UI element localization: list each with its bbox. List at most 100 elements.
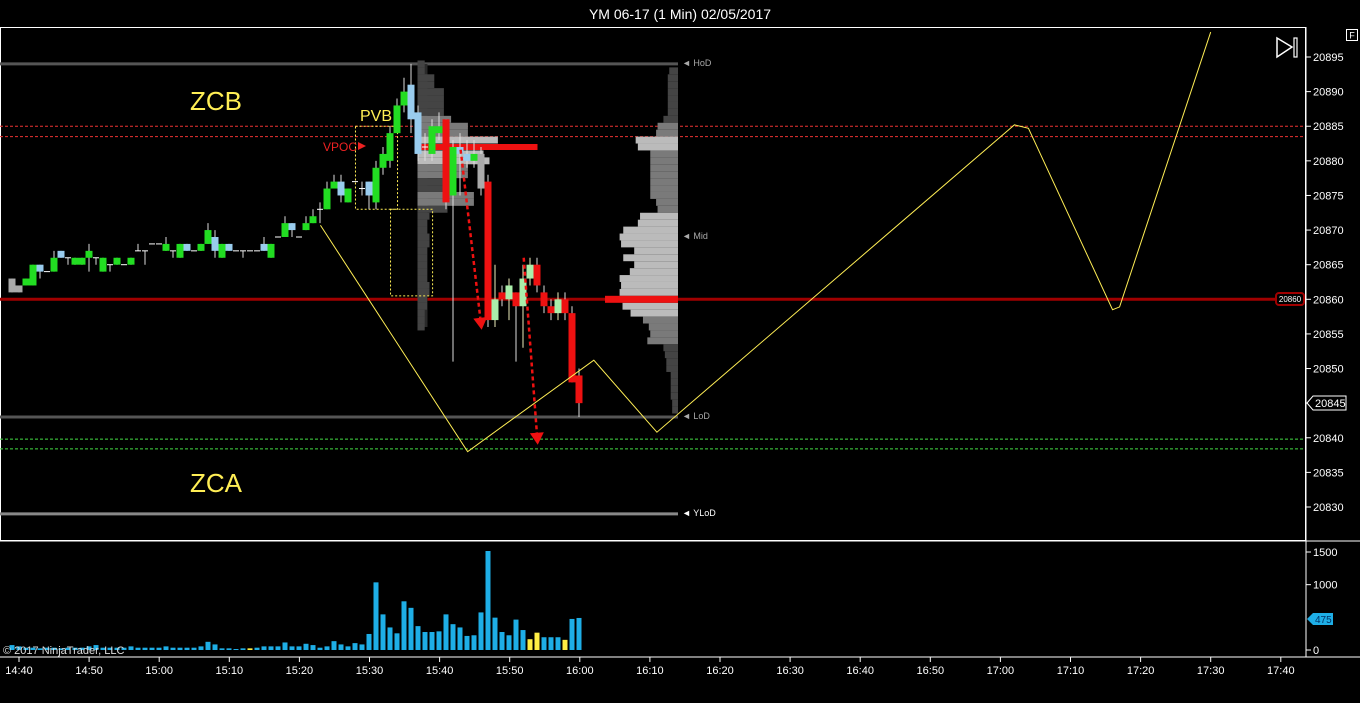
candle-body	[260, 243, 268, 251]
arrow-shaft	[459, 149, 482, 318]
price-tick-label: 20850	[1313, 364, 1344, 376]
volume-bar	[184, 647, 190, 650]
volume-bar	[331, 641, 337, 650]
profile-right-bar	[663, 115, 678, 123]
volume-bar	[275, 646, 281, 650]
profile-left-bar	[417, 101, 444, 109]
candle-body	[302, 223, 310, 231]
scroll-to-end-button[interactable]	[1276, 36, 1298, 59]
volume-bar	[464, 635, 470, 650]
f-button-box	[1346, 29, 1358, 41]
volume-bar	[296, 646, 302, 650]
volume-bar	[513, 619, 519, 650]
candle-body	[288, 223, 296, 231]
volume-bar	[79, 647, 85, 650]
candle-body	[330, 181, 338, 189]
profile-right-poc-bar	[605, 295, 678, 303]
profile-left-bar	[417, 185, 444, 192]
volume-bar	[37, 648, 43, 650]
profile-right-bar	[666, 358, 678, 366]
volume-bar	[387, 627, 393, 650]
last-price-box	[1306, 395, 1347, 411]
level-tag-20860: 20860	[1275, 292, 1305, 306]
arrow-head-icon	[529, 432, 544, 445]
axes: 20895 20890 20885 20880 20875 20870 20865 20860…	[5, 52, 1343, 677]
profile-right-bar	[650, 330, 678, 338]
candle-body	[218, 243, 226, 258]
time-tick-label: 16:40	[846, 665, 874, 677]
profile-left-bar	[417, 178, 444, 186]
profile-right-bar	[640, 212, 678, 220]
candle-body	[393, 105, 401, 134]
end-bar-icon	[1293, 37, 1298, 58]
candle-body	[85, 250, 93, 258]
volume-bar	[226, 648, 232, 650]
price-tick-label: 20855	[1313, 329, 1344, 341]
arrow-shaft	[522, 257, 539, 433]
profile-right-bar	[670, 371, 678, 379]
volume-bar	[576, 617, 582, 650]
ylod-label: ◄ YLoD	[682, 508, 716, 518]
candle-body	[127, 257, 135, 265]
price-tick-label: 20890	[1313, 87, 1344, 99]
annotation-box	[390, 208, 434, 297]
volume-bar	[352, 643, 358, 650]
profile-right-bar	[650, 191, 678, 199]
candle-body	[176, 243, 184, 258]
volume-bar	[548, 637, 554, 650]
candle-body	[575, 375, 583, 404]
price-tick-label: 20895	[1313, 52, 1344, 64]
candle-body	[519, 278, 527, 307]
zigzag-polyline	[320, 31, 1212, 453]
candle-body	[204, 230, 212, 244]
volume-bar	[429, 632, 435, 650]
f-button[interactable]: F	[1346, 29, 1358, 41]
vpoc-label: VPOC	[323, 140, 357, 154]
candle-body	[50, 257, 58, 272]
volume-bar	[562, 639, 568, 650]
candle-body	[22, 278, 30, 286]
volume-bar	[93, 645, 99, 650]
volume-bar	[492, 617, 498, 650]
volume-bar	[156, 647, 162, 650]
time-tick-label: 15:10	[216, 665, 244, 677]
candle-body	[211, 236, 219, 251]
zcb-label: ZCB	[190, 86, 242, 116]
profile-right-bar	[670, 385, 678, 393]
profile-right-bar	[634, 261, 678, 269]
profile-right-bar	[657, 122, 678, 130]
profile-left-bar	[417, 316, 425, 324]
volume-bar	[65, 647, 71, 650]
time-tick-label: 17:40	[1267, 665, 1295, 677]
candle-body	[372, 167, 380, 203]
volume-bar	[9, 645, 15, 650]
profile-right-bar	[623, 226, 678, 234]
candle-body	[379, 153, 387, 168]
volume-bar	[219, 648, 225, 650]
candle-body	[78, 257, 86, 265]
candle-body	[344, 188, 352, 203]
volume-bar	[289, 646, 295, 650]
candle-body	[428, 126, 436, 154]
candle-body	[183, 243, 191, 251]
candle-body	[162, 243, 170, 251]
volume-bar	[268, 646, 274, 650]
level-tag-box	[1275, 292, 1305, 306]
profile-right-bar	[623, 254, 678, 262]
price-tick-label: 20835	[1313, 467, 1344, 479]
annotation-box	[354, 125, 399, 210]
profile-left-bar	[417, 233, 430, 241]
profile-right-bar	[650, 150, 678, 158]
volume-bar	[555, 637, 561, 650]
candle-body	[36, 264, 44, 272]
candle-body	[386, 133, 394, 161]
candle-body	[470, 153, 478, 161]
profile-right-bar	[667, 101, 678, 109]
candle-body	[197, 243, 205, 251]
zca-label: ZCA	[190, 468, 243, 498]
profile-right-bar	[672, 406, 678, 414]
volume-bar	[86, 646, 92, 650]
time-tick-label: 17:30	[1197, 665, 1225, 677]
profile-right-bar	[629, 268, 678, 276]
